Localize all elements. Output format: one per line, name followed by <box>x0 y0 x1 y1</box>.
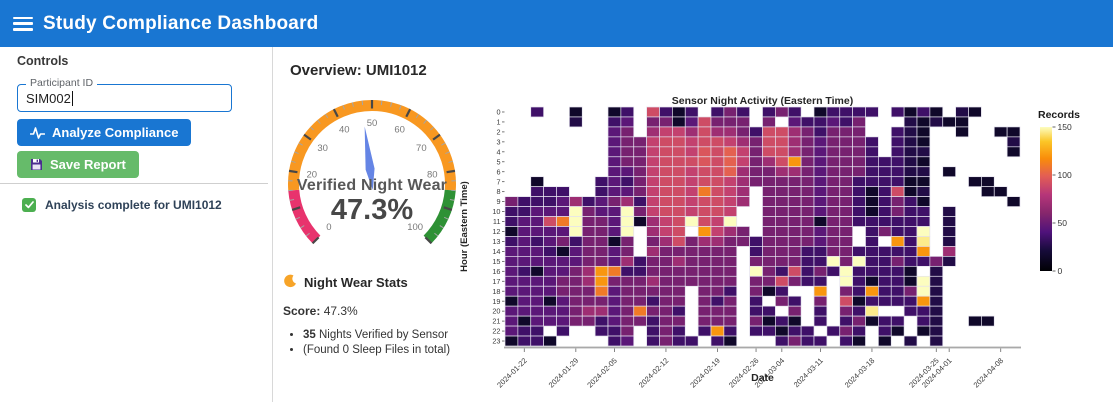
status-text: Analysis complete for UMI1012 <box>45 198 222 212</box>
participant-id-label: Participant ID <box>26 77 98 89</box>
svg-text:0: 0 <box>326 222 331 233</box>
floppy-disk-icon <box>30 158 43 171</box>
svg-text:2024-01-29: 2024-01-29 <box>547 356 580 389</box>
svg-text:80: 80 <box>427 169 438 180</box>
check-icon <box>22 198 36 212</box>
svg-text:18: 18 <box>492 287 500 296</box>
app-header: Study Compliance Dashboard <box>0 0 1113 47</box>
svg-text:2024-04-08: 2024-04-08 <box>972 356 1005 389</box>
svg-text:22: 22 <box>492 327 500 336</box>
svg-text:Sensor Night Activity (Eastern: Sensor Night Activity (Eastern Time) <box>672 95 853 107</box>
svg-text:70: 70 <box>416 143 427 154</box>
svg-text:Records: Records <box>1038 109 1080 121</box>
stat-item-files: (Found 0 Sleep Files in total) <box>303 344 518 356</box>
save-report-button[interactable]: Save Report <box>17 151 139 178</box>
svg-text:6: 6 <box>496 167 500 176</box>
sidebar: Controls Participant ID SIM002 Analyze C… <box>0 47 273 402</box>
svg-text:16: 16 <box>492 267 500 276</box>
svg-text:8: 8 <box>496 187 500 196</box>
stats-list: 35 Nights Verified by Sensor (Found 0 Sl… <box>283 329 518 356</box>
svg-text:2: 2 <box>496 127 500 136</box>
svg-text:2024-02-12: 2024-02-12 <box>637 356 670 389</box>
text-cursor <box>71 90 73 106</box>
app-title: Study Compliance Dashboard <box>43 12 319 34</box>
svg-text:20: 20 <box>492 307 500 316</box>
svg-text:30: 30 <box>317 143 328 154</box>
overview-title: Overview: UMI1012 <box>290 62 427 79</box>
analyze-button-label: Analyze Compliance <box>52 125 179 140</box>
svg-text:50: 50 <box>1058 218 1068 228</box>
gauge-title: Verified Night Wear <box>296 177 448 194</box>
pulse-icon <box>30 126 45 139</box>
svg-text:100: 100 <box>407 222 423 233</box>
score-line: Score: 47.3% <box>283 304 358 318</box>
svg-text:7: 7 <box>496 177 500 186</box>
svg-text:60: 60 <box>394 125 405 136</box>
night-wear-stats: Night Wear Stats Score: 47.3% 35 Nights … <box>283 274 518 359</box>
svg-text:14: 14 <box>492 247 500 256</box>
stats-heading: Night Wear Stats <box>304 275 408 290</box>
gauge-chart: 0 20 30 40 50 60 70 80 100 <box>288 100 456 245</box>
svg-text:150: 150 <box>1058 122 1072 132</box>
svg-text:Hour (Eastern Time): Hour (Eastern Time) <box>459 181 470 272</box>
svg-text:50: 50 <box>367 118 378 129</box>
svg-text:3: 3 <box>496 137 500 146</box>
svg-text:20: 20 <box>306 169 317 180</box>
svg-text:5: 5 <box>496 157 500 166</box>
svg-text:15: 15 <box>492 257 500 266</box>
svg-text:2024-01-22: 2024-01-22 <box>495 356 528 389</box>
svg-text:Date: Date <box>751 372 774 384</box>
participant-id-input[interactable]: Participant ID SIM002 <box>17 77 232 112</box>
main-content: Overview: UMI1012 0 20 30 40 50 60 70 80 100 Ver… <box>273 47 1113 402</box>
svg-text:2024-02-05: 2024-02-05 <box>585 356 618 389</box>
svg-text:0: 0 <box>496 108 500 117</box>
svg-text:11: 11 <box>493 217 501 226</box>
sensor-night-activity-heatmap: Sensor Night Activity (Eastern Time) Hour… <box>455 95 1113 395</box>
save-button-label: Save Report <box>50 157 126 172</box>
controls-heading: Controls <box>17 54 69 68</box>
svg-text:4: 4 <box>496 147 500 156</box>
analyze-compliance-button[interactable]: Analyze Compliance <box>17 119 192 146</box>
svg-text:12: 12 <box>492 227 500 236</box>
svg-text:40: 40 <box>339 125 350 136</box>
svg-text:10: 10 <box>492 207 500 216</box>
svg-text:9: 9 <box>496 197 500 206</box>
stat-item-nights: 35 Nights Verified by Sensor <box>303 329 518 341</box>
night-wear-gauge: 0 20 30 40 50 60 70 80 100 Verified Night Wear 4… <box>283 95 461 255</box>
svg-text:23: 23 <box>492 337 500 346</box>
svg-text:2024-03-18: 2024-03-18 <box>843 356 876 389</box>
svg-text:13: 13 <box>492 237 500 246</box>
gauge-value: 47.3% <box>330 194 414 226</box>
svg-text:2024-02-19: 2024-02-19 <box>688 356 721 389</box>
svg-text:19: 19 <box>492 297 500 306</box>
heatmap-chart: Sensor Night Activity (Eastern Time) Hour… <box>459 95 1080 390</box>
svg-text:2024-03-11: 2024-03-11 <box>792 356 825 389</box>
svg-text:0: 0 <box>1058 266 1063 276</box>
svg-text:1: 1 <box>496 118 500 127</box>
svg-text:21: 21 <box>492 317 500 326</box>
sidebar-divider <box>0 183 268 184</box>
analysis-status: Analysis complete for UMI1012 <box>22 198 222 212</box>
svg-text:17: 17 <box>492 277 500 286</box>
moon-icon <box>283 274 297 291</box>
hamburger-menu-icon[interactable] <box>13 16 33 31</box>
svg-text:100: 100 <box>1058 170 1072 180</box>
participant-id-value: SIM002 <box>26 90 71 106</box>
